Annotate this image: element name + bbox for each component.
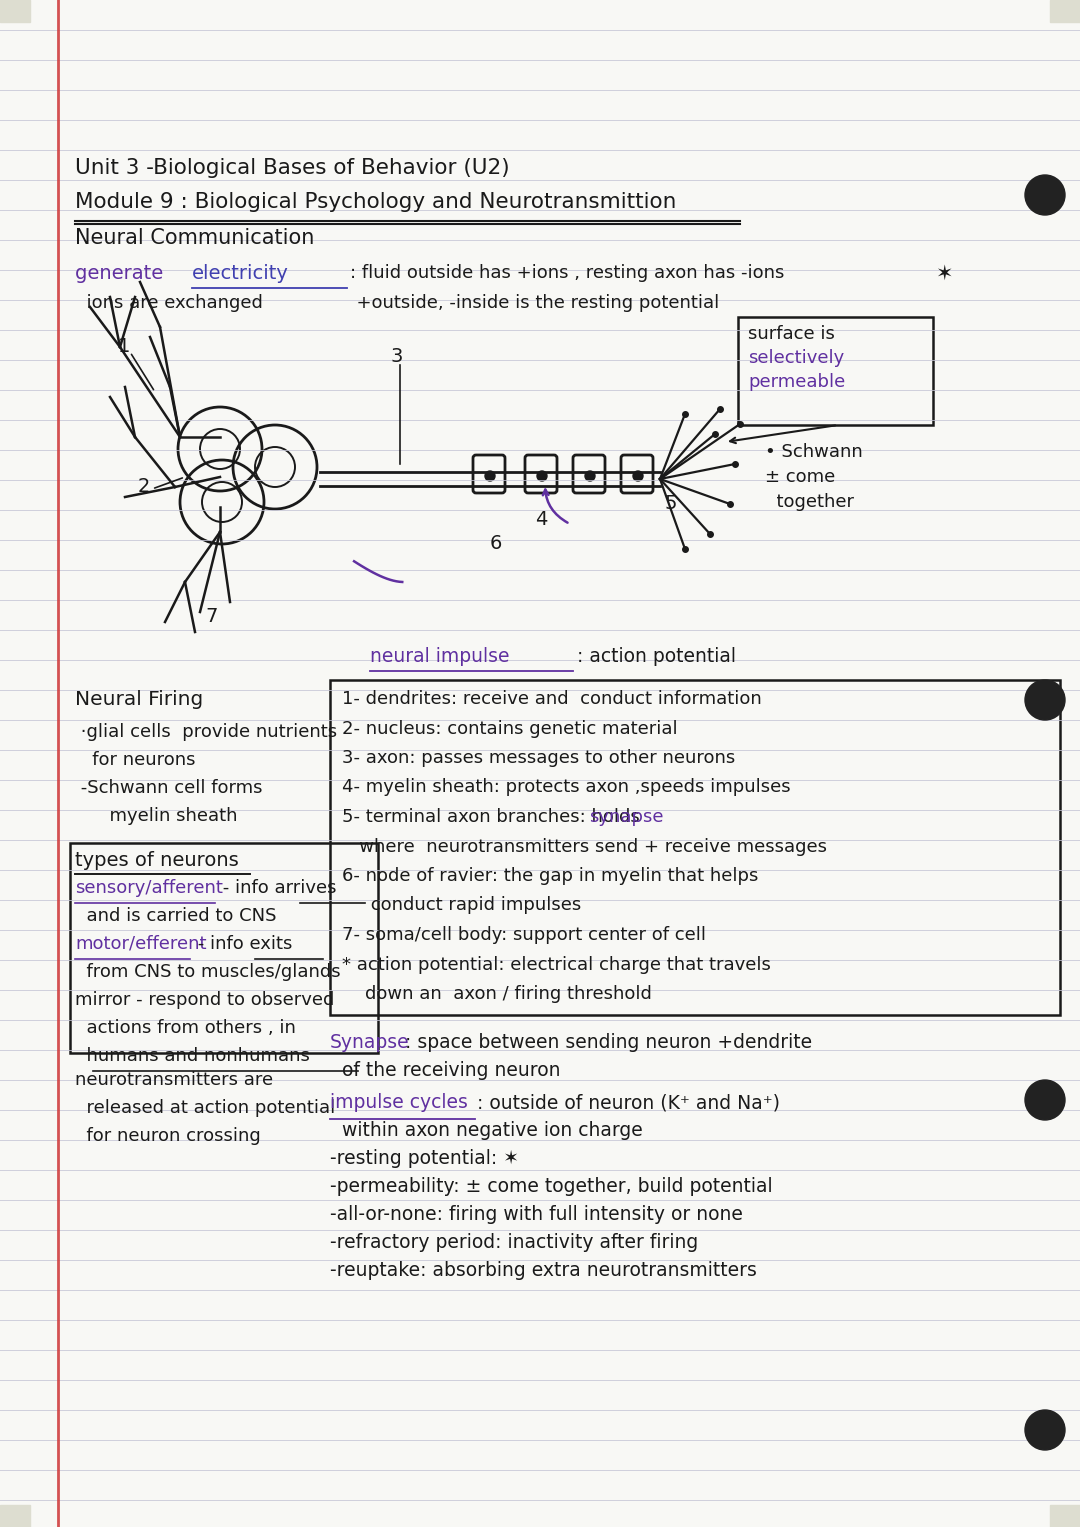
Text: - info exits: - info exits: [192, 935, 293, 953]
Bar: [0, 0, 30, 21]
Text: surface is: surface is: [748, 325, 835, 344]
Text: Neural Firing: Neural Firing: [75, 690, 203, 709]
Bar: [70, 843, 378, 1054]
Text: Module 9 : Biological Psychology and Neurotransmittion: Module 9 : Biological Psychology and Neu…: [75, 192, 676, 212]
Text: neurotransmitters are: neurotransmitters are: [75, 1070, 273, 1089]
Text: Synapse: Synapse: [330, 1032, 409, 1052]
Text: and is carried to CNS: and is carried to CNS: [75, 907, 276, 925]
Circle shape: [1025, 1409, 1065, 1451]
Text: -reuptake: absorbing extra neurotransmitters: -reuptake: absorbing extra neurotransmit…: [330, 1261, 757, 1281]
Text: neural impulse: neural impulse: [370, 647, 510, 666]
Bar: [0, 1506, 30, 1527]
Text: 2- nucleus: contains genetic material: 2- nucleus: contains genetic material: [342, 719, 677, 738]
Text: -permeability: ± come together, build potential: -permeability: ± come together, build po…: [330, 1177, 772, 1197]
Text: 5- terminal axon branches: holds: 5- terminal axon branches: holds: [342, 808, 646, 826]
Circle shape: [633, 470, 643, 481]
Text: for neuron crossing: for neuron crossing: [75, 1127, 260, 1145]
Text: impulse cycles: impulse cycles: [330, 1093, 468, 1113]
Text: Unit 3 -Biological Bases of Behavior (U2): Unit 3 -Biological Bases of Behavior (U2…: [75, 157, 510, 179]
Text: actions from others , in: actions from others , in: [75, 1019, 296, 1037]
Text: Neural Communication: Neural Communication: [75, 228, 314, 247]
Text: -resting potential: ✶: -resting potential: ✶: [330, 1150, 519, 1168]
Text: ± come: ± come: [765, 467, 835, 486]
Text: 1: 1: [118, 337, 131, 356]
Text: 1- dendrites: receive and  conduct information: 1- dendrites: receive and conduct inform…: [342, 690, 761, 709]
Text: 3- axon: passes messages to other neurons: 3- axon: passes messages to other neuron…: [342, 750, 735, 767]
Text: myelin sheath: myelin sheath: [75, 806, 238, 825]
Text: within axon negative ion charge: within axon negative ion charge: [330, 1121, 643, 1141]
Text: permeable: permeable: [748, 373, 846, 391]
Text: 2: 2: [138, 476, 150, 496]
Circle shape: [1025, 1080, 1065, 1119]
Circle shape: [1025, 680, 1065, 721]
Text: 4- myelin sheath: protects axon ,speeds impulses: 4- myelin sheath: protects axon ,speeds …: [342, 779, 791, 797]
Text: : action potential: : action potential: [577, 647, 735, 666]
Text: conduct rapid impulses: conduct rapid impulses: [342, 896, 581, 915]
Text: from CNS to muscles/glands: from CNS to muscles/glands: [75, 964, 340, 980]
Text: where  neurotransmitters send + receive messages: where neurotransmitters send + receive m…: [342, 837, 827, 855]
Text: ·glial cells  provide nutrients: ·glial cells provide nutrients: [75, 722, 337, 741]
Text: : outside of neuron (K⁺ and Na⁺): : outside of neuron (K⁺ and Na⁺): [477, 1093, 780, 1113]
Text: 6- node of ravier: the gap in myelin that helps: 6- node of ravier: the gap in myelin tha…: [342, 867, 758, 886]
Text: selectively: selectively: [748, 350, 845, 366]
Text: mirror - respond to observed: mirror - respond to observed: [75, 991, 335, 1009]
Text: types of neurons: types of neurons: [75, 851, 239, 870]
Text: released at action potential: released at action potential: [75, 1099, 335, 1116]
Text: -all-or-none: firing with full intensity or none: -all-or-none: firing with full intensity…: [330, 1205, 743, 1225]
Text: down an  axon / firing threshold: down an axon / firing threshold: [342, 985, 652, 1003]
Text: sensory/afferent: sensory/afferent: [75, 880, 222, 896]
Text: 4: 4: [535, 510, 548, 528]
Text: * action potential: electrical charge that travels: * action potential: electrical charge th…: [342, 956, 771, 974]
Text: -refractory period: inactivity after firing: -refractory period: inactivity after fir…: [330, 1234, 699, 1252]
Text: 7: 7: [205, 608, 217, 626]
Text: - info arrives: - info arrives: [217, 880, 337, 896]
Text: humans and nonhumans: humans and nonhumans: [75, 1048, 310, 1064]
Text: +outside, -inside is the resting potential: +outside, -inside is the resting potenti…: [345, 295, 719, 312]
Text: 7- soma/cell body: support center of cell: 7- soma/cell body: support center of cel…: [342, 925, 706, 944]
Bar: [1050, 0, 1080, 21]
Bar: [330, 680, 1059, 1014]
Text: electricity: electricity: [192, 264, 288, 282]
Text: synapse: synapse: [590, 808, 664, 826]
Text: : space between sending neuron +dendrite: : space between sending neuron +dendrite: [405, 1032, 812, 1052]
Text: 5: 5: [665, 495, 677, 513]
Text: ions are exchanged: ions are exchanged: [75, 295, 262, 312]
Text: of the receiving neuron: of the receiving neuron: [330, 1060, 561, 1080]
Text: ✶: ✶: [935, 264, 953, 284]
Circle shape: [585, 470, 595, 481]
Text: 6: 6: [490, 534, 502, 553]
Text: together: together: [765, 493, 854, 512]
Circle shape: [1025, 176, 1065, 215]
Text: • Schwann: • Schwann: [765, 443, 863, 461]
Text: -Schwann cell forms: -Schwann cell forms: [75, 779, 262, 797]
Bar: [738, 318, 933, 425]
Circle shape: [485, 470, 495, 481]
Text: for neurons: for neurons: [75, 751, 195, 770]
Circle shape: [537, 470, 546, 481]
Text: generate: generate: [75, 264, 170, 282]
Text: motor/efferent: motor/efferent: [75, 935, 206, 953]
Bar: [1050, 1506, 1080, 1527]
Text: 3: 3: [390, 347, 403, 366]
Text: : fluid outside has +ions , resting axon has -ions: : fluid outside has +ions , resting axon…: [350, 264, 784, 282]
